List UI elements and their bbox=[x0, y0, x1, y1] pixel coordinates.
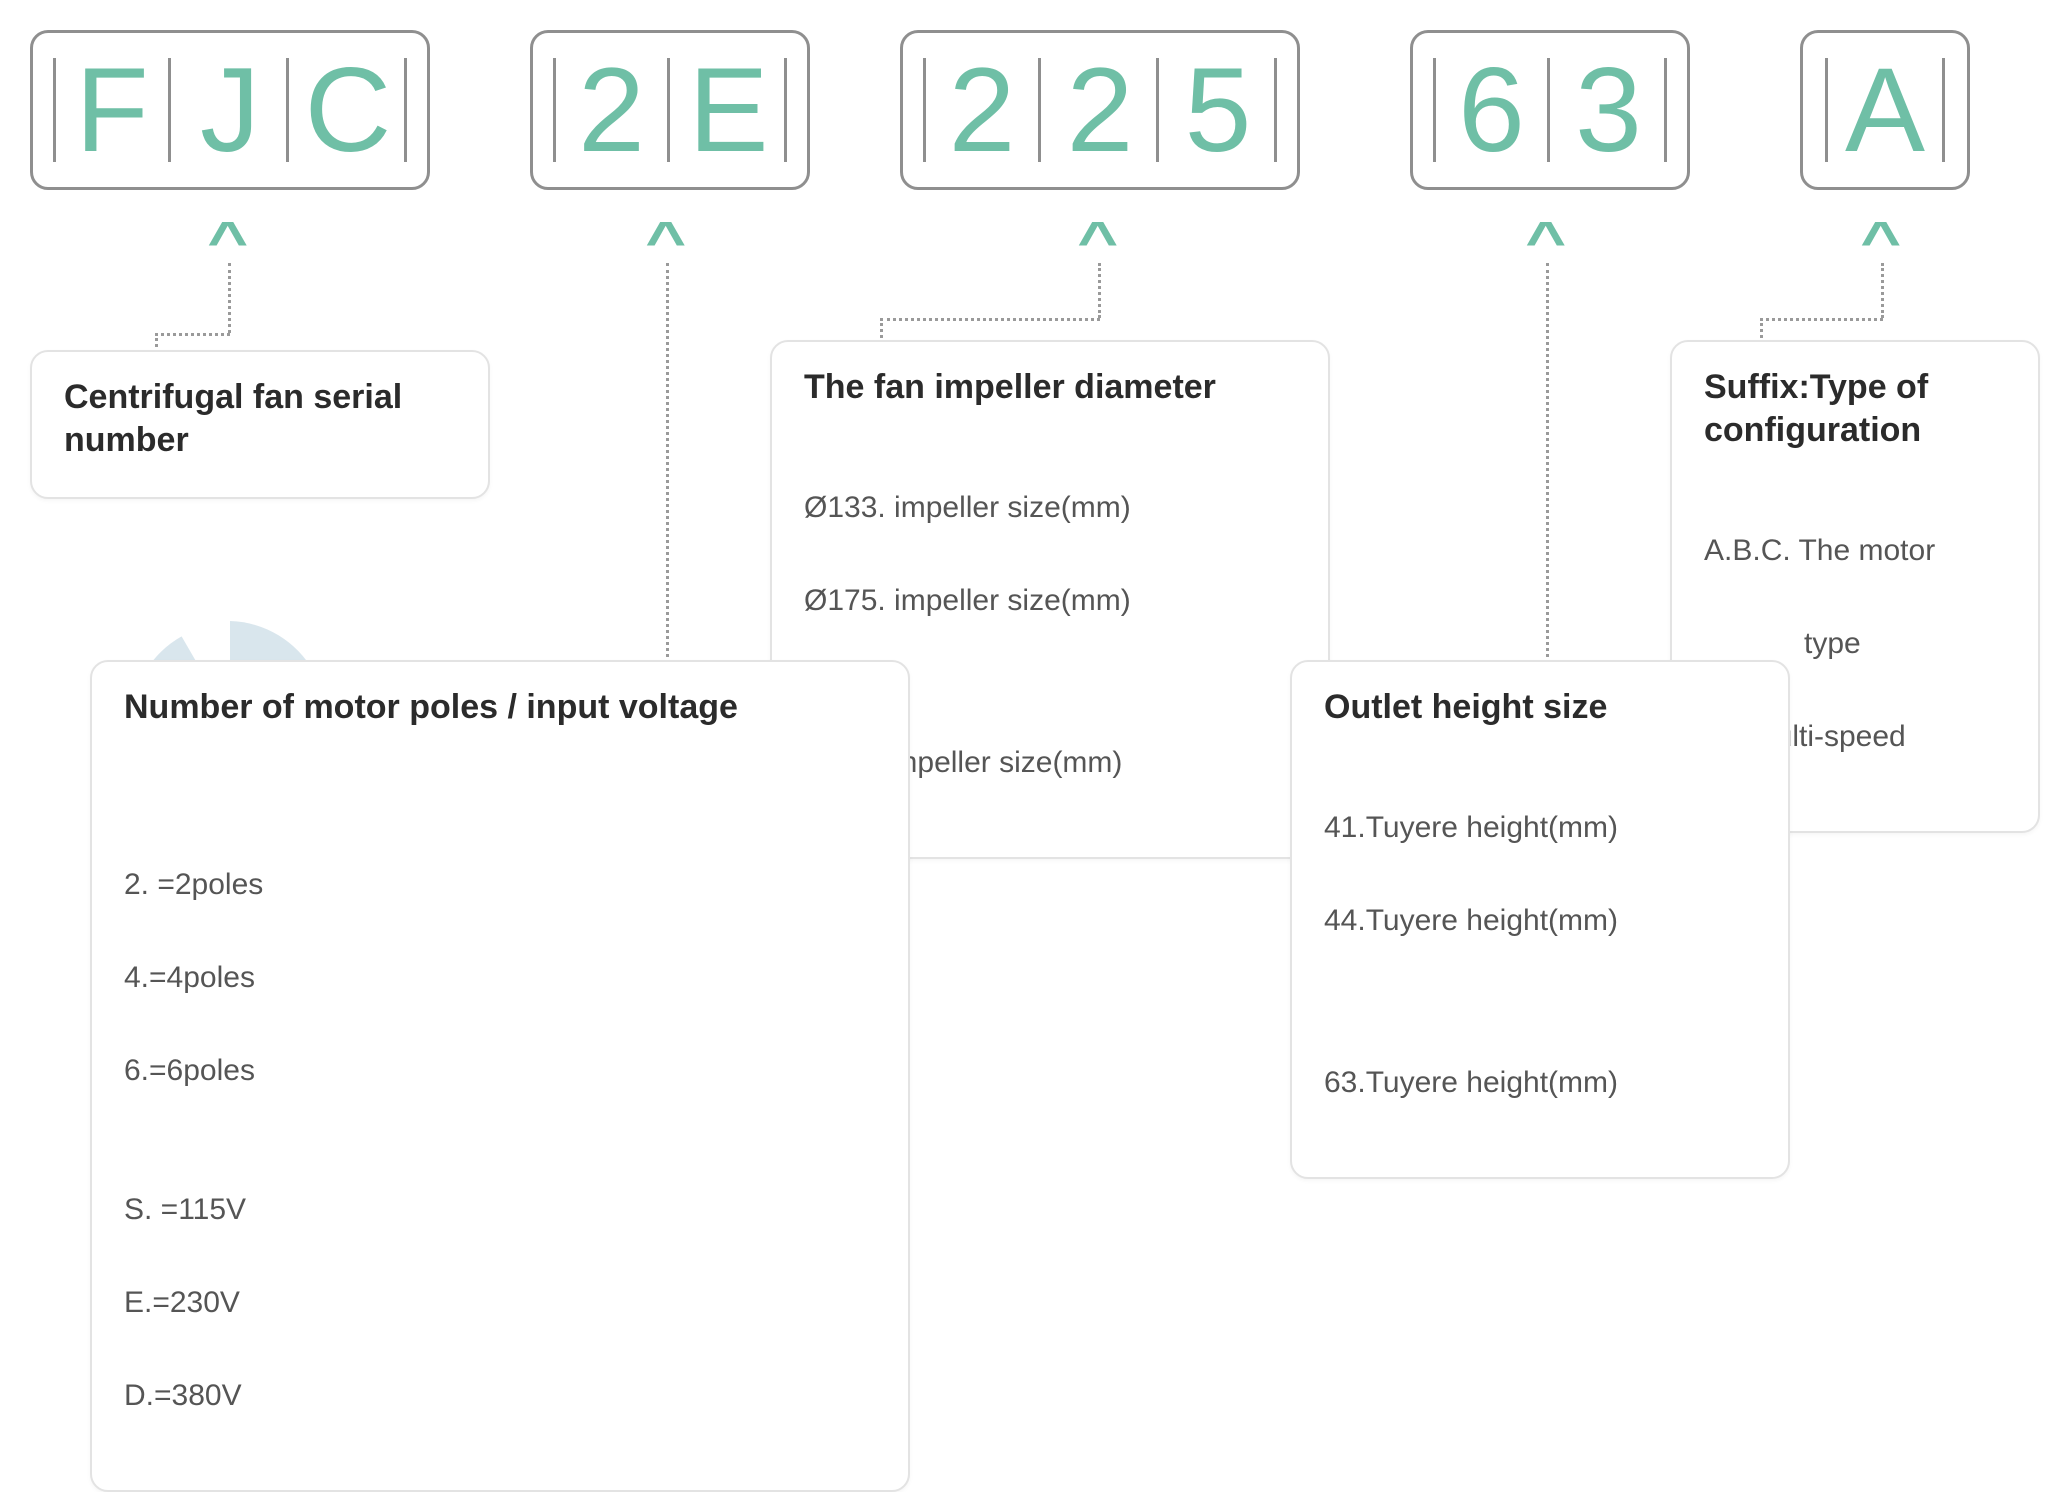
code-group-poles: 2 E bbox=[530, 30, 810, 190]
callout-line: Ø175. impeller size(mm) bbox=[804, 578, 1296, 625]
code-cell: E bbox=[670, 40, 787, 180]
callout-line bbox=[1324, 991, 1756, 1013]
code-char: 3 bbox=[1575, 50, 1642, 170]
code-cell: F bbox=[53, 40, 171, 180]
callout-title: Outlet height size bbox=[1324, 686, 1756, 729]
connector-line bbox=[880, 318, 1100, 321]
code-cell: 2 bbox=[553, 40, 670, 180]
connector-line bbox=[1546, 263, 1549, 663]
code-char: F bbox=[75, 50, 148, 170]
callout-outlet: Outlet height size 41.Tuyere height(mm) … bbox=[1290, 660, 1790, 1179]
callout-poles: Number of motor poles / input voltage 2.… bbox=[90, 660, 910, 1492]
callout-line: E.=230V bbox=[124, 1280, 384, 1327]
code-group-outlet: 6 3 bbox=[1410, 30, 1690, 190]
callout-line: 44.Tuyere height(mm) bbox=[1324, 898, 1756, 945]
code-cell: 2 bbox=[1041, 40, 1159, 180]
callout-line: 6.=6poles bbox=[124, 1048, 384, 1095]
code-char: A bbox=[1845, 50, 1925, 170]
code-char: 2 bbox=[578, 50, 645, 170]
connector-line bbox=[666, 263, 669, 663]
connector-line bbox=[155, 333, 230, 336]
code-cell: C bbox=[289, 40, 407, 180]
callout-body: 41.Tuyere height(mm) 44.Tuyere height(mm… bbox=[1324, 759, 1756, 1153]
code-char: 2 bbox=[1067, 50, 1134, 170]
callout-title: Suffix:Type of configuration bbox=[1704, 366, 2006, 451]
callout-line: D.=380V bbox=[124, 1373, 384, 1420]
callout-body: 2. =2poles 4.=4poles 6.=6poles S. =115V … bbox=[124, 769, 876, 1467]
code-char: 6 bbox=[1458, 50, 1525, 170]
connector-line bbox=[1881, 263, 1884, 318]
callout-line: 41.Tuyere height(mm) bbox=[1324, 805, 1756, 852]
code-cell: J bbox=[171, 40, 289, 180]
code-group-suffix: A bbox=[1800, 30, 1970, 190]
callout-line: Ø133. impeller size(mm) bbox=[804, 485, 1296, 532]
callout-title: The fan impeller diameter bbox=[804, 366, 1296, 409]
code-char: 2 bbox=[949, 50, 1016, 170]
code-cell: A bbox=[1825, 40, 1945, 180]
code-cell: 2 bbox=[923, 40, 1041, 180]
code-group-impeller: 2 2 5 bbox=[900, 30, 1300, 190]
code-cell: 6 bbox=[1433, 40, 1550, 180]
code-char: J bbox=[200, 50, 260, 170]
callout-title: Centrifugal fan serial number bbox=[64, 376, 456, 461]
code-char: 5 bbox=[1185, 50, 1252, 170]
code-char: E bbox=[688, 50, 768, 170]
callout-title: Number of motor poles / input voltage bbox=[124, 686, 876, 729]
connector-line bbox=[1098, 263, 1101, 318]
callout-line: S. =115V bbox=[124, 1187, 384, 1234]
callout-serial: Centrifugal fan serial number bbox=[30, 350, 490, 499]
code-group-serial: F J C bbox=[30, 30, 430, 190]
callout-line: A.B.C. The motor bbox=[1704, 528, 2006, 575]
code-cell: 3 bbox=[1550, 40, 1667, 180]
connector-line bbox=[1760, 318, 1883, 321]
callout-line: 4.=4poles bbox=[124, 955, 384, 1002]
code-cell: 5 bbox=[1159, 40, 1277, 180]
connector-line bbox=[228, 263, 231, 333]
callout-line: 2. =2poles bbox=[124, 862, 384, 909]
callout-line: 63.Tuyere height(mm) bbox=[1324, 1060, 1756, 1107]
code-char: C bbox=[305, 50, 392, 170]
